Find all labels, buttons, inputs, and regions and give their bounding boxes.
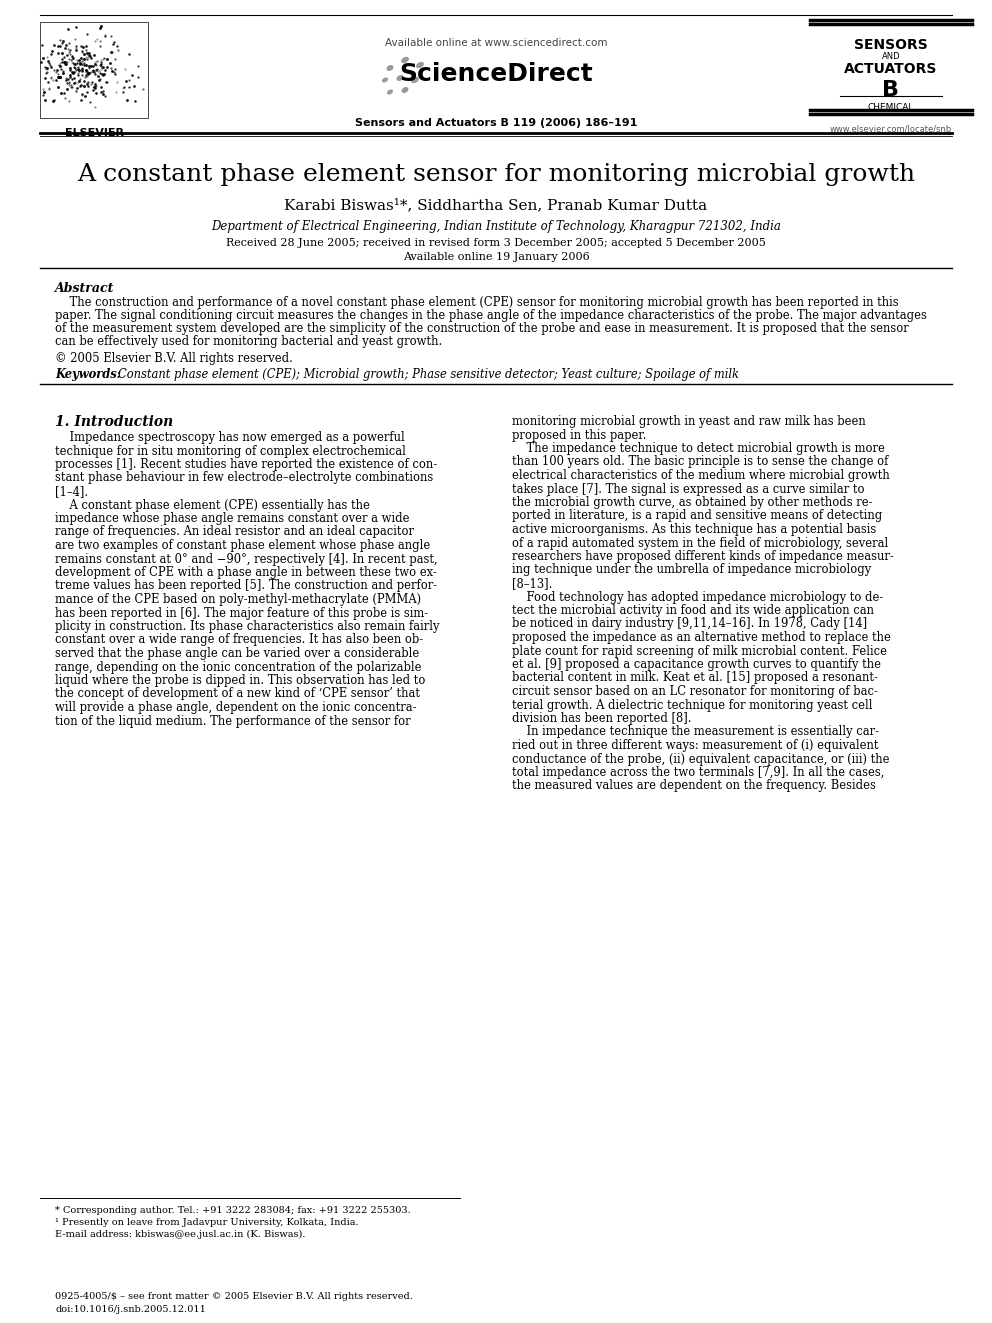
Text: [8–13].: [8–13]. [512,577,553,590]
Text: monitoring microbial growth in yeast and raw milk has been: monitoring microbial growth in yeast and… [512,415,866,429]
Text: doi:10.1016/j.snb.2005.12.011: doi:10.1016/j.snb.2005.12.011 [55,1304,206,1314]
Text: served that the phase angle can be varied over a considerable: served that the phase angle can be varie… [55,647,420,660]
Text: et al. [9] proposed a capacitance growth curves to quantify the: et al. [9] proposed a capacitance growth… [512,658,881,671]
Text: of a rapid automated system in the field of microbiology, several: of a rapid automated system in the field… [512,537,888,549]
Text: will provide a phase angle, dependent on the ionic concentra-: will provide a phase angle, dependent on… [55,701,417,714]
Text: tion of the liquid medium. The performance of the sensor for: tion of the liquid medium. The performan… [55,714,411,728]
Text: processes [1]. Recent studies have reported the existence of con-: processes [1]. Recent studies have repor… [55,458,437,471]
Ellipse shape [402,87,408,93]
Text: be noticed in dairy industry [9,11,14–16]. In 1978, Cady [14]: be noticed in dairy industry [9,11,14–16… [512,618,867,631]
Text: A constant phase element (CPE) essentially has the: A constant phase element (CPE) essential… [55,499,370,512]
Text: are two examples of constant phase element whose phase angle: are two examples of constant phase eleme… [55,538,431,552]
Text: 1. Introduction: 1. Introduction [55,415,174,429]
Text: range of frequencies. An ideal resistor and an ideal capacitor: range of frequencies. An ideal resistor … [55,525,414,538]
Text: © 2005 Elsevier B.V. All rights reserved.: © 2005 Elsevier B.V. All rights reserved… [55,352,293,365]
Text: ing technique under the umbrella of impedance microbiology: ing technique under the umbrella of impe… [512,564,871,577]
Text: CHEMICAL: CHEMICAL [868,103,915,112]
Ellipse shape [383,78,387,82]
Text: Available online at www.sciencedirect.com: Available online at www.sciencedirect.co… [385,38,607,48]
Text: Food technology has adopted impedance microbiology to de-: Food technology has adopted impedance mi… [512,590,883,603]
Text: Keywords:: Keywords: [55,368,121,381]
Ellipse shape [388,90,392,94]
Text: E-mail address: kbiswas@ee.jusl.ac.in (K. Biswas).: E-mail address: kbiswas@ee.jusl.ac.in (K… [55,1230,306,1240]
Text: stant phase behaviour in few electrode–electrolyte combinations: stant phase behaviour in few electrode–e… [55,471,434,484]
Text: Department of Electrical Engineering, Indian Institute of Technology, Kharagpur : Department of Electrical Engineering, In… [211,220,781,233]
Text: circuit sensor based on an LC resonator for monitoring of bac-: circuit sensor based on an LC resonator … [512,685,878,699]
Text: Received 28 June 2005; received in revised form 3 December 2005; accepted 5 Dece: Received 28 June 2005; received in revis… [226,238,766,247]
Text: electrical characteristics of the medium where microbial growth: electrical characteristics of the medium… [512,468,890,482]
Text: range, depending on the ionic concentration of the polarizable: range, depending on the ionic concentrat… [55,660,422,673]
Text: proposed the impedance as an alternative method to replace the: proposed the impedance as an alternative… [512,631,891,644]
Text: the microbial growth curve, as obtained by other methods re-: the microbial growth curve, as obtained … [512,496,873,509]
Text: A constant phase element sensor for monitoring microbial growth: A constant phase element sensor for moni… [77,163,915,187]
Text: www.elsevier.com/locate/snb: www.elsevier.com/locate/snb [830,124,952,134]
Text: [1–4].: [1–4]. [55,486,88,497]
Text: than 100 years old. The basic principle is to sense the change of: than 100 years old. The basic principle … [512,455,889,468]
Ellipse shape [387,66,393,70]
Text: The construction and performance of a novel constant phase element (CPE) sensor : The construction and performance of a no… [55,296,899,310]
Ellipse shape [412,78,419,82]
Text: impedance whose phase angle remains constant over a wide: impedance whose phase angle remains cons… [55,512,410,525]
Text: proposed in this paper.: proposed in this paper. [512,429,647,442]
Ellipse shape [402,57,408,62]
Text: researchers have proposed different kinds of impedance measur-: researchers have proposed different kind… [512,550,894,564]
Text: plate count for rapid screening of milk microbial content. Felice: plate count for rapid screening of milk … [512,644,887,658]
Text: terial growth. A dielectric technique for monitoring yeast cell: terial growth. A dielectric technique fo… [512,699,873,712]
Text: technique for in situ monitoring of complex electrochemical: technique for in situ monitoring of comp… [55,445,406,458]
Text: takes place [7]. The signal is expressed as a curve similar to: takes place [7]. The signal is expressed… [512,483,864,496]
Text: AND: AND [882,52,901,61]
Text: ried out in three different ways: measurement of (i) equivalent: ried out in three different ways: measur… [512,740,879,751]
Text: The impedance technique to detect microbial growth is more: The impedance technique to detect microb… [512,442,885,455]
Text: the concept of development of a new kind of ‘CPE sensor’ that: the concept of development of a new kind… [55,688,420,700]
Ellipse shape [397,75,403,81]
Text: of the measurement system developed are the simplicity of the construction of th: of the measurement system developed are … [55,321,909,335]
Text: Abstract: Abstract [55,282,114,295]
Text: 0925-4005/$ – see front matter © 2005 Elsevier B.V. All rights reserved.: 0925-4005/$ – see front matter © 2005 El… [55,1293,413,1301]
Text: * Corresponding author. Tel.: +91 3222 283084; fax: +91 3222 255303.: * Corresponding author. Tel.: +91 3222 2… [55,1207,411,1215]
Text: active microorganisms. As this technique has a potential basis: active microorganisms. As this technique… [512,523,876,536]
Text: plicity in construction. Its phase characteristics also remain fairly: plicity in construction. Its phase chara… [55,620,439,632]
Text: Constant phase element (CPE); Microbial growth; Phase sensitive detector; Yeast : Constant phase element (CPE); Microbial … [118,368,739,381]
Text: division has been reported [8].: division has been reported [8]. [512,712,691,725]
Text: ACTUATORS: ACTUATORS [844,62,937,75]
Text: can be effectively used for monitoring bacterial and yeast growth.: can be effectively used for monitoring b… [55,335,442,348]
Text: SENSORS: SENSORS [854,38,928,52]
Text: Sensors and Actuators B 119 (2006) 186–191: Sensors and Actuators B 119 (2006) 186–1… [355,118,637,128]
Text: constant over a wide range of frequencies. It has also been ob-: constant over a wide range of frequencie… [55,634,424,647]
Text: treme values has been reported [5]. The construction and perfor-: treme values has been reported [5]. The … [55,579,437,593]
Text: tect the microbial activity in food and its wide application can: tect the microbial activity in food and … [512,605,874,617]
Text: B: B [883,79,900,101]
Text: conductance of the probe, (ii) equivalent capacitance, or (iii) the: conductance of the probe, (ii) equivalen… [512,753,890,766]
Text: liquid where the probe is dipped in. This observation has led to: liquid where the probe is dipped in. Thi… [55,673,426,687]
Text: Available online 19 January 2006: Available online 19 January 2006 [403,251,589,262]
Text: mance of the CPE based on poly-methyl-methacrylate (PMMA): mance of the CPE based on poly-methyl-me… [55,593,422,606]
Text: has been reported in [6]. The major feature of this probe is sim-: has been reported in [6]. The major feat… [55,606,429,619]
Text: ELSEVIER: ELSEVIER [64,128,123,138]
Text: ScienceDirect: ScienceDirect [399,62,593,86]
Text: bacterial content in milk. Keat et al. [15] proposed a resonant-: bacterial content in milk. Keat et al. [… [512,672,878,684]
Text: ported in literature, is a rapid and sensitive means of detecting: ported in literature, is a rapid and sen… [512,509,882,523]
Text: Impedance spectroscopy has now emerged as a powerful: Impedance spectroscopy has now emerged a… [55,431,405,445]
Text: Karabi Biswas¹*, Siddhartha Sen, Pranab Kumar Dutta: Karabi Biswas¹*, Siddhartha Sen, Pranab … [285,198,707,212]
Text: paper. The signal conditioning circuit measures the changes in the phase angle o: paper. The signal conditioning circuit m… [55,310,927,321]
Text: remains constant at 0° and −90°, respectively [4]. In recent past,: remains constant at 0° and −90°, respect… [55,553,437,565]
Text: In impedance technique the measurement is essentially car-: In impedance technique the measurement i… [512,725,879,738]
Text: development of CPE with a phase angle in between these two ex-: development of CPE with a phase angle in… [55,566,436,579]
Text: total impedance across the two terminals [7,9]. In all the cases,: total impedance across the two terminals… [512,766,885,779]
Text: the measured values are dependent on the frequency. Besides: the measured values are dependent on the… [512,779,876,792]
Bar [40,22,148,118]
Ellipse shape [417,62,424,67]
Text: ¹ Presently on leave from Jadavpur University, Kolkata, India.: ¹ Presently on leave from Jadavpur Unive… [55,1218,359,1226]
